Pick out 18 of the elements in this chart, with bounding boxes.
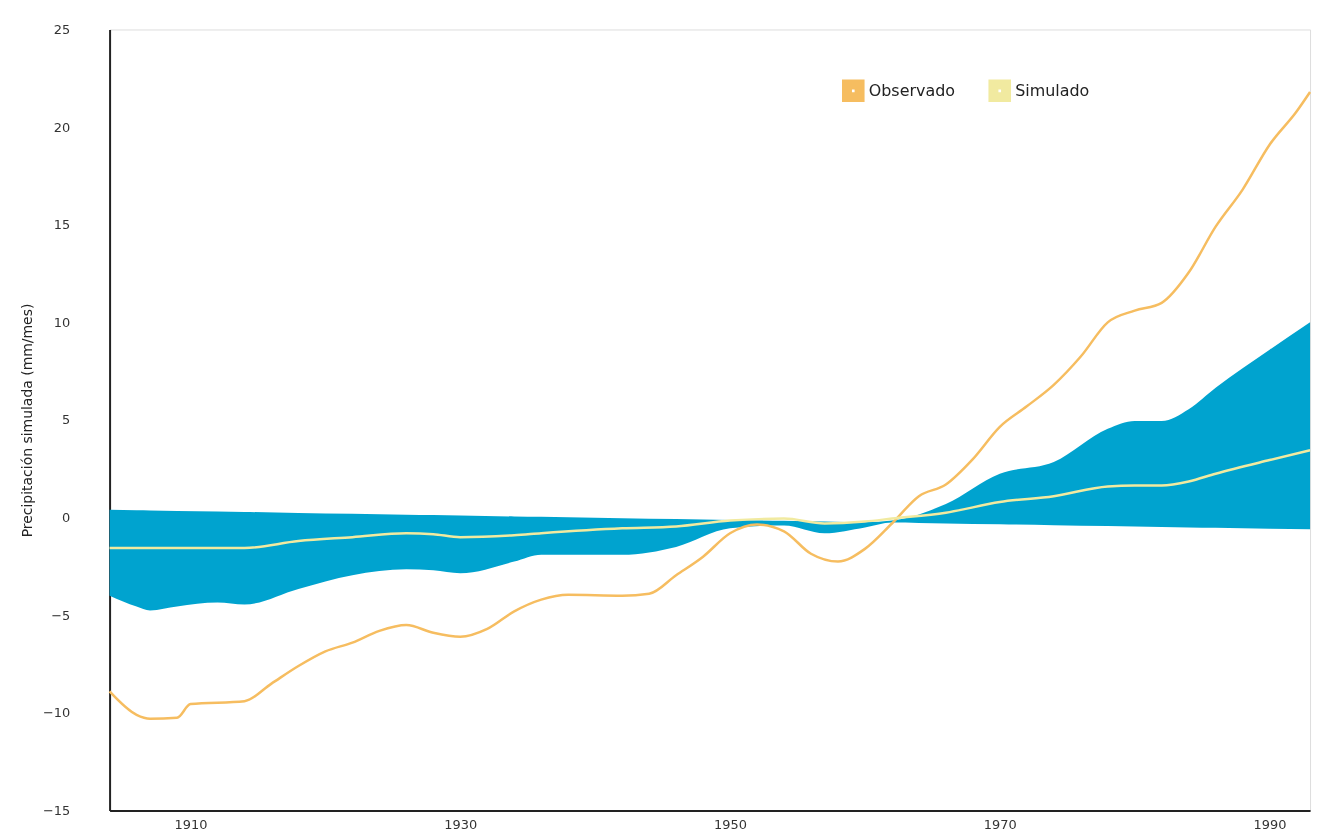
y-tick-label: 20 bbox=[53, 119, 71, 135]
x-tick-label: 1930 bbox=[444, 816, 478, 832]
y-tick-label: 15 bbox=[53, 217, 71, 233]
y-axis-title: Precipitación simulada (mm/mes) bbox=[18, 303, 35, 538]
x-tick-label: 1950 bbox=[714, 816, 748, 832]
y-tick-label: 25 bbox=[53, 21, 71, 37]
x-tick-label: 1910 bbox=[174, 816, 208, 832]
x-tick-label: 1990 bbox=[1253, 816, 1287, 832]
x-tick-label: 1970 bbox=[983, 816, 1017, 832]
y-tick-label: 10 bbox=[53, 314, 71, 330]
y-tick-label: −10 bbox=[42, 705, 71, 721]
y-tick-label: −5 bbox=[51, 607, 71, 623]
y-tick-label: 5 bbox=[62, 412, 71, 428]
y-tick-label: 0 bbox=[62, 510, 71, 526]
line-series bbox=[108, 449, 1312, 550]
legend-label: Observado bbox=[868, 80, 956, 100]
legend-label: Simulado bbox=[1015, 80, 1090, 100]
y-tick-label: −15 bbox=[42, 803, 71, 819]
